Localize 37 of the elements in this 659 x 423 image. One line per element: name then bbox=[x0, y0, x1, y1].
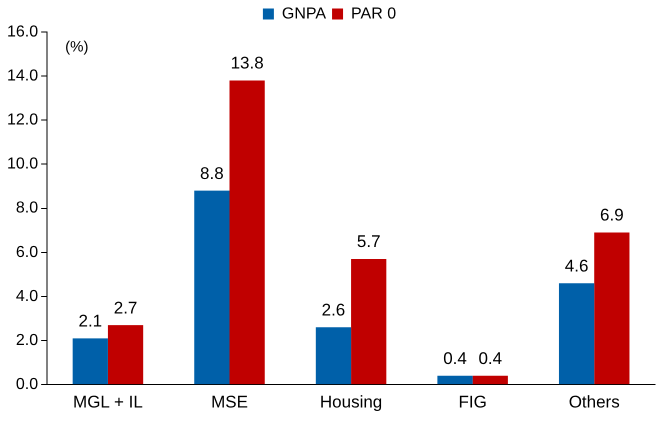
bar bbox=[472, 376, 508, 384]
data-label: 4.6 bbox=[564, 256, 588, 276]
legend-label: PAR 0 bbox=[351, 5, 396, 22]
x-tick-label: MGL + IL bbox=[73, 392, 143, 412]
y-tick-label: 8.0 bbox=[16, 200, 38, 217]
data-label: 2.7 bbox=[114, 298, 138, 318]
x-tick-label: Housing bbox=[320, 392, 382, 412]
data-label: 13.8 bbox=[230, 54, 264, 73]
data-label: 8.8 bbox=[200, 164, 224, 183]
x-tick-label: FIG bbox=[458, 392, 487, 412]
data-label: 2.6 bbox=[322, 300, 346, 320]
data-label: 6.9 bbox=[600, 206, 624, 225]
bar bbox=[437, 376, 473, 384]
bar bbox=[108, 325, 144, 384]
data-label: 0.4 bbox=[443, 348, 467, 368]
legend-label: GNPA bbox=[282, 5, 326, 22]
y-axis-title: (%) bbox=[65, 38, 88, 56]
y-tick-label: 0.0 bbox=[16, 376, 38, 394]
bar bbox=[594, 232, 630, 384]
data-label: 5.7 bbox=[356, 232, 381, 252]
data-label: 2.1 bbox=[78, 312, 102, 331]
bar bbox=[558, 283, 594, 384]
y-tick-label: 16.0 bbox=[7, 23, 38, 40]
bar bbox=[194, 190, 230, 384]
x-tick-label: MSE bbox=[211, 392, 248, 412]
bar bbox=[351, 258, 386, 384]
bar bbox=[316, 327, 352, 384]
data-label: 0.4 bbox=[478, 348, 502, 368]
y-tick-label: 12.0 bbox=[7, 112, 38, 129]
x-tick-label: Others bbox=[568, 392, 620, 412]
y-tick-label: 6.0 bbox=[16, 244, 38, 261]
y-tick-label: 14.0 bbox=[7, 67, 38, 84]
y-tick-label: 2.0 bbox=[16, 332, 38, 349]
bar bbox=[72, 338, 108, 384]
bar bbox=[230, 80, 265, 384]
y-tick-label: 10.0 bbox=[7, 156, 38, 173]
y-tick-label: 4.0 bbox=[16, 288, 38, 305]
